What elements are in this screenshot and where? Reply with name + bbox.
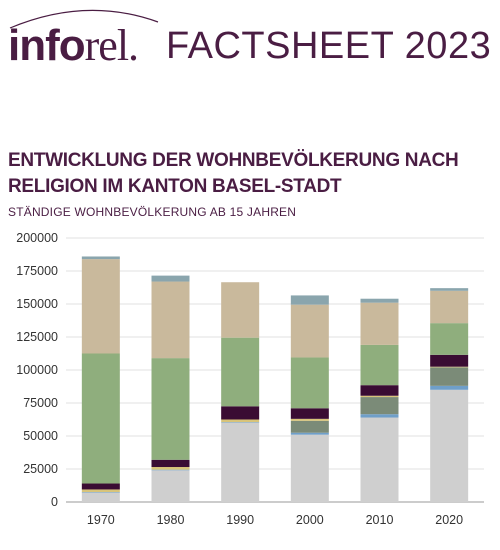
logo: inforel. (8, 21, 139, 70)
bar-segment (221, 282, 260, 338)
bar-segment (81, 492, 120, 502)
bar-segment (151, 281, 190, 359)
bar-segment (151, 358, 190, 460)
y-tick-label: 100000 (16, 363, 58, 377)
factsheet-title: FACTSHEET 2023 (166, 25, 492, 67)
bars (81, 256, 469, 502)
y-tick-label: 125000 (16, 330, 58, 344)
grid-lines (66, 237, 484, 503)
x-tick-label: 2020 (435, 513, 463, 527)
bar-segment (290, 408, 329, 419)
x-tick-label: 1970 (87, 513, 115, 527)
bar-segment (151, 275, 190, 282)
bar-segment (430, 290, 469, 324)
y-tick-label: 50000 (23, 429, 58, 443)
y-tick-label: 150000 (16, 297, 58, 311)
bar-segment (81, 483, 120, 490)
logo-info: info (8, 21, 86, 70)
bar-segment (221, 422, 260, 502)
bar-segment (290, 295, 329, 305)
bar-segment (81, 492, 120, 493)
chart-subtitle: STÄNDIGE WOHNBEVÖLKERUNG AB 15 JAHREN (8, 205, 297, 219)
y-tick-label: 75000 (23, 396, 58, 410)
x-tick-label: 1980 (157, 513, 185, 527)
bar-segment (360, 302, 399, 345)
bar-segment (360, 395, 399, 398)
bar-segment (430, 354, 469, 367)
bar-segment (290, 434, 329, 502)
bar-segment (430, 323, 469, 355)
bar-segment (430, 288, 469, 291)
bar-segment (360, 414, 399, 418)
x-tick-label: 2000 (296, 513, 324, 527)
bar-segment (151, 470, 190, 502)
bar-segment (360, 417, 399, 502)
y-axis-ticks: 0 25000 50000 75000 100000 125000 150000 175000… (16, 231, 58, 509)
bar-segment (81, 489, 120, 493)
bar-segment (290, 357, 329, 409)
bar-segment (290, 418, 329, 421)
logo-arc-icon (9, 9, 159, 29)
y-tick-label: 175000 (16, 264, 58, 278)
bar-segment (430, 385, 469, 390)
bar-segment (290, 304, 329, 358)
bar-segment (290, 432, 329, 435)
x-tick-label: 1990 (226, 513, 254, 527)
bar-segment (221, 406, 260, 420)
chart-title: ENTWICKLUNG DER WOHNBEVÖLKERUNG NACH REL… (8, 150, 459, 197)
bar-segment (81, 353, 120, 484)
y-tick-label: 200000 (16, 231, 58, 245)
bar-segment (360, 385, 399, 396)
bar-segment (430, 367, 469, 386)
bar-segment (360, 344, 399, 386)
x-axis-ticks: 1970 1980 1990 2000 2010 2020 (87, 513, 463, 527)
bar-segment (81, 256, 120, 260)
bar-segment (151, 467, 190, 470)
bar-segment (360, 298, 399, 303)
bar-segment (430, 389, 469, 502)
bar-segment (151, 459, 190, 468)
bar-segment (151, 469, 190, 471)
y-tick-label: 0 (51, 495, 58, 509)
bar-segment (81, 259, 120, 354)
x-tick-label: 2010 (366, 513, 394, 527)
bar-segment (290, 420, 329, 433)
bar-segment (430, 366, 469, 368)
bar-segment (221, 337, 260, 407)
bar-segment (221, 422, 260, 423)
header: inforel. FACTSHEET 2023 (0, 0, 500, 80)
logo-rel: rel. (84, 21, 139, 70)
y-tick-label: 25000 (23, 462, 58, 476)
stacked-bar-chart: 0 25000 50000 75000 100000 125000 150000 175000… (16, 231, 484, 527)
bar-segment (221, 419, 260, 423)
bar-segment (360, 397, 399, 415)
